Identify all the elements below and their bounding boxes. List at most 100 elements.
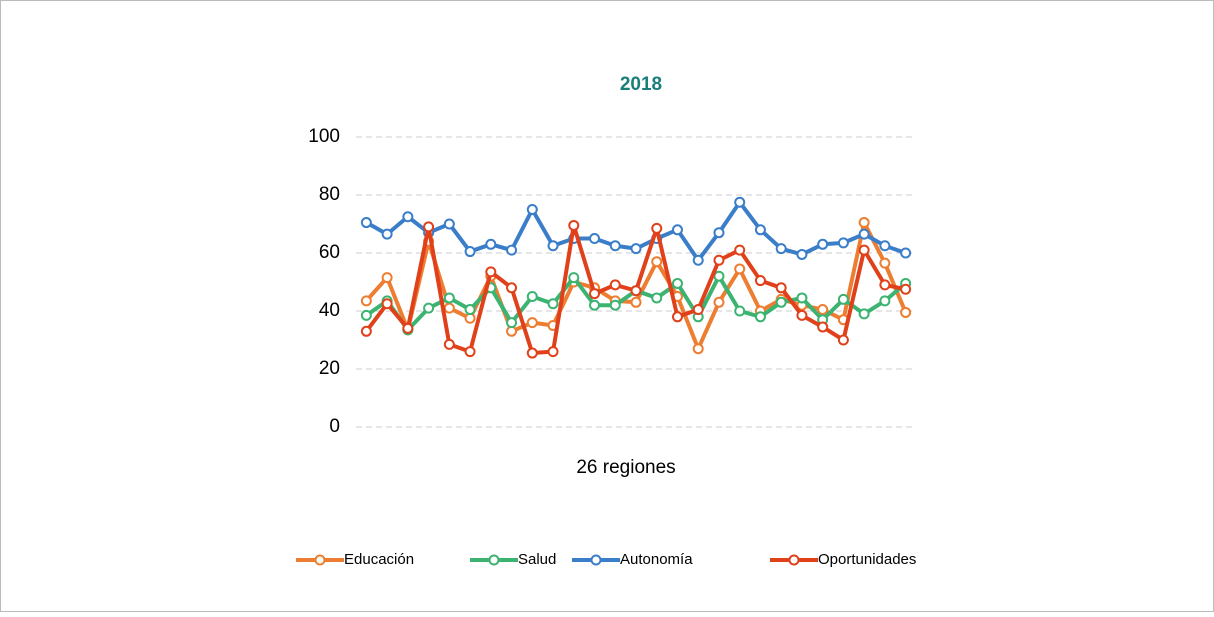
marker (879, 240, 891, 252)
marker (879, 257, 891, 269)
marker (692, 304, 704, 316)
legend-marker (488, 554, 500, 566)
marker (464, 312, 476, 324)
y-tick-label: 60 (319, 242, 340, 263)
marker (423, 302, 435, 314)
marker (464, 346, 476, 358)
marker (443, 292, 455, 304)
marker (630, 285, 642, 297)
marker (734, 244, 746, 256)
marker (858, 228, 870, 240)
marker (443, 218, 455, 230)
y-tick-label: 20 (319, 358, 340, 379)
marker (506, 325, 518, 337)
marker (837, 293, 849, 305)
y-tick-label: 0 (329, 416, 340, 437)
marker (568, 272, 580, 284)
marker (547, 298, 559, 310)
legend-marker (788, 554, 800, 566)
marker (775, 282, 787, 294)
marker (858, 308, 870, 320)
marker (713, 296, 725, 308)
marker (630, 296, 642, 308)
marker (879, 295, 891, 307)
marker (775, 296, 787, 308)
y-tick-label: 80 (319, 184, 340, 205)
marker (837, 334, 849, 346)
marker (630, 243, 642, 255)
marker (506, 244, 518, 256)
marker (754, 224, 766, 236)
legend-label: Oportunidades (818, 551, 916, 568)
marker (485, 238, 497, 250)
marker (526, 291, 538, 302)
legend-label: Salud (518, 551, 556, 568)
marker (900, 283, 912, 295)
marker (485, 266, 497, 278)
marker (671, 277, 683, 289)
marker (547, 240, 559, 252)
marker (443, 302, 455, 314)
marker (381, 298, 393, 310)
marker (526, 204, 538, 215)
marker (547, 346, 559, 358)
marker (858, 244, 870, 256)
marker (568, 219, 580, 231)
marker (796, 248, 808, 260)
marker (713, 254, 725, 266)
marker (775, 243, 787, 255)
marker (651, 222, 663, 234)
marker (671, 311, 683, 323)
marker (609, 240, 621, 252)
marker (900, 247, 912, 259)
marker (360, 217, 372, 229)
marker (464, 246, 476, 258)
marker (402, 211, 414, 223)
marker (651, 256, 663, 268)
marker (381, 272, 393, 284)
marker (589, 233, 601, 244)
marker (360, 309, 372, 321)
marker (506, 282, 518, 294)
marker (817, 304, 829, 316)
legend-marker (590, 554, 602, 566)
marker (526, 347, 538, 359)
marker (754, 275, 766, 287)
marker (900, 306, 912, 318)
marker (692, 343, 704, 355)
marker (754, 311, 766, 323)
x-axis-label: 26 regiones (576, 457, 675, 478)
marker (713, 227, 725, 239)
y-tick-label: 100 (308, 126, 340, 147)
marker (423, 221, 435, 233)
marker (796, 292, 808, 304)
marker (817, 321, 829, 333)
marker (360, 295, 372, 307)
legend-label: Educación (344, 551, 414, 568)
marker (713, 270, 725, 282)
chart-title: 2018 (620, 74, 662, 95)
marker (858, 217, 870, 229)
marker (589, 288, 601, 300)
marker (609, 279, 621, 291)
marker (609, 299, 621, 311)
marker (443, 338, 455, 350)
marker (381, 228, 393, 240)
marker (464, 304, 476, 316)
marker (734, 196, 746, 208)
marker (506, 317, 518, 329)
marker (837, 237, 849, 249)
marker (526, 317, 538, 329)
marker (692, 254, 704, 266)
marker (671, 224, 683, 236)
legend-marker (314, 554, 326, 566)
marker (817, 238, 829, 250)
marker (734, 305, 746, 317)
marker (651, 292, 663, 304)
marker (589, 299, 601, 311)
legend-label: Autonomía (620, 551, 693, 568)
marker (402, 322, 414, 334)
marker (879, 279, 891, 291)
y-tick-label: 40 (319, 300, 340, 321)
